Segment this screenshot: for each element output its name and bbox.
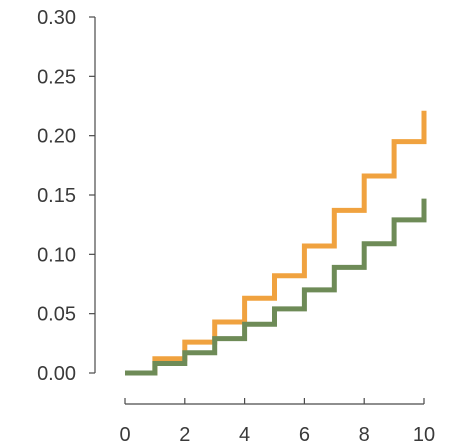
x-tick-label: 6 (299, 424, 310, 446)
y-tick-label: 0.10 (37, 244, 76, 266)
x-tick-label: 4 (239, 424, 250, 446)
series-layer (125, 110, 427, 376)
x-tick-label: 10 (413, 424, 435, 446)
y-tick-label: 0.20 (37, 126, 76, 148)
y-axis: 0.00 0.05 0.10 0.15 0.20 0.25 0.30 (37, 7, 96, 385)
x-tick-label: 2 (179, 424, 190, 446)
x-axis: 0 2 4 6 8 10 (119, 398, 435, 446)
series-line-2 (125, 198, 427, 376)
x-tick-label: 0 (119, 424, 130, 446)
y-tick-label: 0.00 (37, 363, 76, 385)
x-tick-label: 8 (359, 424, 370, 446)
y-tick-label: 0.25 (37, 66, 76, 88)
y-tick-label: 0.05 (37, 304, 76, 326)
y-tick-label: 0.15 (37, 185, 76, 207)
y-tick-label: 0.30 (37, 7, 76, 29)
